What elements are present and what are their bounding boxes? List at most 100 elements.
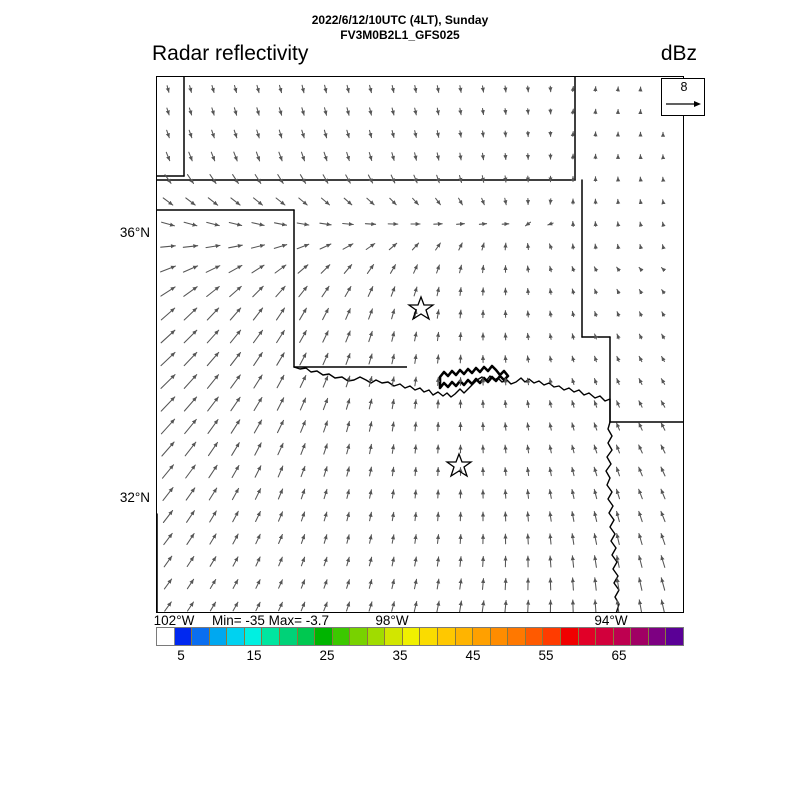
wind-vector xyxy=(390,444,396,454)
wind-vector xyxy=(367,286,374,297)
wind-vector xyxy=(278,533,283,545)
wind-vector xyxy=(186,555,195,568)
wind-vector xyxy=(660,444,666,454)
wind-vector xyxy=(458,152,463,161)
wind-vector xyxy=(571,377,576,386)
wind-vector xyxy=(661,199,666,205)
wind-vector xyxy=(413,174,418,184)
wind-vector xyxy=(230,396,241,412)
wind-vector xyxy=(162,509,174,524)
wind-vector xyxy=(209,601,217,612)
wind-vector xyxy=(660,555,666,568)
wind-vector xyxy=(478,221,488,227)
wind-vector xyxy=(615,422,621,431)
wind-vector xyxy=(435,309,441,319)
wind-vector xyxy=(205,244,221,249)
wind-vector xyxy=(638,510,643,523)
wind-vector xyxy=(660,400,666,408)
wind-vector xyxy=(525,466,531,477)
wind-vector xyxy=(526,242,531,251)
wind-vector xyxy=(435,242,441,251)
wind-vector xyxy=(458,264,463,274)
wind-vector xyxy=(160,374,176,389)
wind-vector xyxy=(342,221,354,227)
wind-vector xyxy=(616,266,621,273)
wind-vector xyxy=(615,599,620,612)
wind-vector xyxy=(526,400,531,408)
map-plot-area[interactable] xyxy=(156,76,684,613)
wind-vector xyxy=(390,174,396,184)
wind-vector xyxy=(616,400,621,408)
wind-vector xyxy=(185,197,196,206)
star-marker-dallas xyxy=(444,452,474,478)
wind-vector xyxy=(480,107,485,116)
wind-vector xyxy=(480,555,486,568)
wind-vector xyxy=(183,351,198,367)
wind-vector xyxy=(300,420,306,433)
wind-vector xyxy=(391,331,396,342)
wind-vector xyxy=(185,464,196,479)
wind-vector xyxy=(232,510,239,523)
wind-vector xyxy=(503,577,508,591)
right-arrow-icon xyxy=(666,101,701,107)
wind-vector xyxy=(184,418,197,435)
wind-vector xyxy=(163,578,173,590)
wind-vector xyxy=(503,130,508,138)
wind-vector xyxy=(205,265,221,273)
figure-model-title: FV3M0B2L1_GFS025 xyxy=(340,28,460,42)
wind-vector xyxy=(413,152,418,161)
colorbar[interactable] xyxy=(156,627,684,646)
wind-vector xyxy=(165,85,170,93)
wind-vector xyxy=(207,441,219,457)
wind-vector xyxy=(160,329,176,344)
wind-vector xyxy=(322,375,329,388)
colorbar-cell-5 xyxy=(244,628,263,645)
wind-vector xyxy=(209,533,217,545)
wind-vector xyxy=(160,351,176,367)
wind-vector xyxy=(638,289,644,295)
wind-vector xyxy=(638,555,643,568)
wind-vector xyxy=(413,511,418,522)
wind-vector xyxy=(660,577,666,591)
wind-vector xyxy=(183,221,198,227)
wind-vector xyxy=(593,422,598,431)
wind-vector xyxy=(253,396,263,412)
wind-vector xyxy=(615,532,620,546)
wind-vector xyxy=(342,243,354,250)
wind-vector xyxy=(228,243,243,249)
wind-vector xyxy=(571,422,576,431)
wind-vector xyxy=(503,422,508,431)
wind-vector xyxy=(300,151,306,162)
wind-vector xyxy=(278,107,283,116)
wind-vector xyxy=(300,443,306,455)
wind-vector xyxy=(390,556,396,567)
wind-vector xyxy=(480,242,485,251)
wind-vector xyxy=(320,197,331,206)
colorbar-cell-6 xyxy=(262,628,280,645)
wind-vector xyxy=(160,244,176,249)
wind-vector xyxy=(229,307,242,321)
wind-vector xyxy=(660,422,666,431)
wind-vector xyxy=(391,601,396,612)
wind-vector xyxy=(526,310,531,318)
wind-vector xyxy=(458,600,463,612)
wind-vector xyxy=(413,578,418,590)
wind-vector xyxy=(411,242,420,251)
wind-vector xyxy=(458,197,463,206)
wind-vector xyxy=(390,286,396,297)
wind-vector xyxy=(255,510,261,523)
wind-vector xyxy=(480,197,485,206)
wind-vector xyxy=(660,488,666,500)
wind-vector xyxy=(274,264,287,274)
wind-vector xyxy=(232,556,239,567)
wind-vector xyxy=(323,107,328,116)
wind-vector xyxy=(480,264,486,274)
wind-vector xyxy=(255,601,261,612)
wind-vector xyxy=(345,601,351,612)
wind-vector xyxy=(345,151,350,162)
colorbar-cell-21 xyxy=(525,628,544,645)
wind-vector xyxy=(638,488,643,500)
wind-vector xyxy=(321,285,330,298)
wind-vector xyxy=(299,375,307,388)
